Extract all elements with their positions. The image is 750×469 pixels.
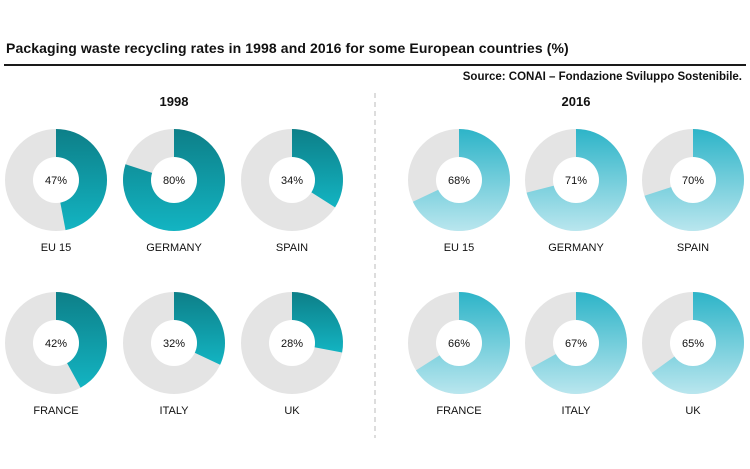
country-label: EU 15 bbox=[444, 242, 475, 254]
value-label: 42% bbox=[45, 338, 67, 350]
value-label: 80% bbox=[163, 175, 185, 187]
donut-hole bbox=[269, 157, 315, 203]
donut-hole bbox=[33, 157, 79, 203]
value-label: 68% bbox=[448, 175, 470, 187]
value-label: 67% bbox=[565, 338, 587, 350]
source-note: Source: CONAI – Fondazione Sviluppo Sost… bbox=[462, 71, 742, 83]
chart-title: Packaging waste recycling rates in 1998 … bbox=[6, 40, 569, 56]
value-label: 47% bbox=[45, 175, 67, 187]
country-label: SPAIN bbox=[677, 242, 709, 254]
donut-hole bbox=[553, 320, 599, 366]
panel-year-label: 2016 bbox=[562, 94, 591, 109]
donut-hole bbox=[553, 157, 599, 203]
donut-segment bbox=[56, 292, 107, 388]
donut-hole bbox=[33, 320, 79, 366]
country-label: ITALY bbox=[562, 405, 592, 417]
value-label: 65% bbox=[682, 338, 704, 350]
value-label: 70% bbox=[682, 175, 704, 187]
value-label: 71% bbox=[565, 175, 587, 187]
value-label: 66% bbox=[448, 338, 470, 350]
donut-hole bbox=[436, 157, 482, 203]
value-label: 34% bbox=[281, 175, 303, 187]
country-label: SPAIN bbox=[276, 242, 308, 254]
chart-marks: 1998 47% EU 15 80% GERMANY 34% SPAIN 42% FRANCE 3… bbox=[5, 94, 745, 417]
donut-segment bbox=[56, 129, 108, 231]
country-label: ITALY bbox=[160, 405, 190, 417]
country-label: UK bbox=[685, 405, 701, 417]
panel-year-label: 1998 bbox=[160, 94, 189, 109]
donut-hole bbox=[151, 157, 197, 203]
title-divider bbox=[4, 64, 746, 66]
donut-hole bbox=[151, 320, 197, 366]
donut-hole bbox=[670, 157, 716, 203]
value-label: 28% bbox=[281, 338, 303, 350]
value-label: 32% bbox=[163, 338, 185, 350]
country-label: EU 15 bbox=[41, 242, 72, 254]
donut-hole bbox=[436, 320, 482, 366]
donut-hole bbox=[670, 320, 716, 366]
country-label: FRANCE bbox=[33, 405, 78, 417]
country-label: UK bbox=[284, 405, 300, 417]
country-label: GERMANY bbox=[548, 242, 604, 254]
country-label: GERMANY bbox=[146, 242, 202, 254]
country-label: FRANCE bbox=[436, 405, 481, 417]
donut-hole bbox=[269, 320, 315, 366]
